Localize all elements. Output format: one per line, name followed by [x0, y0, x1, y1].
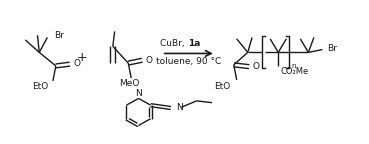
Text: Br: Br [54, 31, 64, 40]
Text: 1a: 1a [188, 39, 200, 48]
Text: O: O [146, 56, 153, 65]
Text: EtO: EtO [32, 82, 48, 91]
Text: N: N [135, 89, 142, 98]
Text: n: n [292, 63, 296, 69]
Text: EtO: EtO [214, 82, 230, 91]
Text: toluene, 90 °C: toluene, 90 °C [156, 57, 221, 66]
Text: CuBr,: CuBr, [161, 39, 188, 48]
Text: O: O [253, 62, 260, 71]
Text: CO₂Me: CO₂Me [280, 68, 308, 76]
Text: N: N [176, 103, 182, 112]
Text: MeO: MeO [119, 79, 139, 88]
Text: +: + [77, 51, 87, 64]
Text: O: O [73, 59, 80, 68]
Text: Br: Br [328, 44, 337, 53]
